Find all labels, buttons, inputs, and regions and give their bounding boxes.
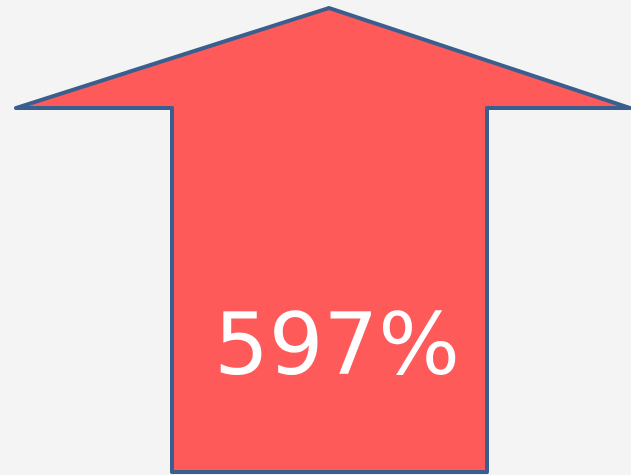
up-arrow: [14, 6, 631, 474]
percentage-label: 597%: [214, 295, 460, 395]
